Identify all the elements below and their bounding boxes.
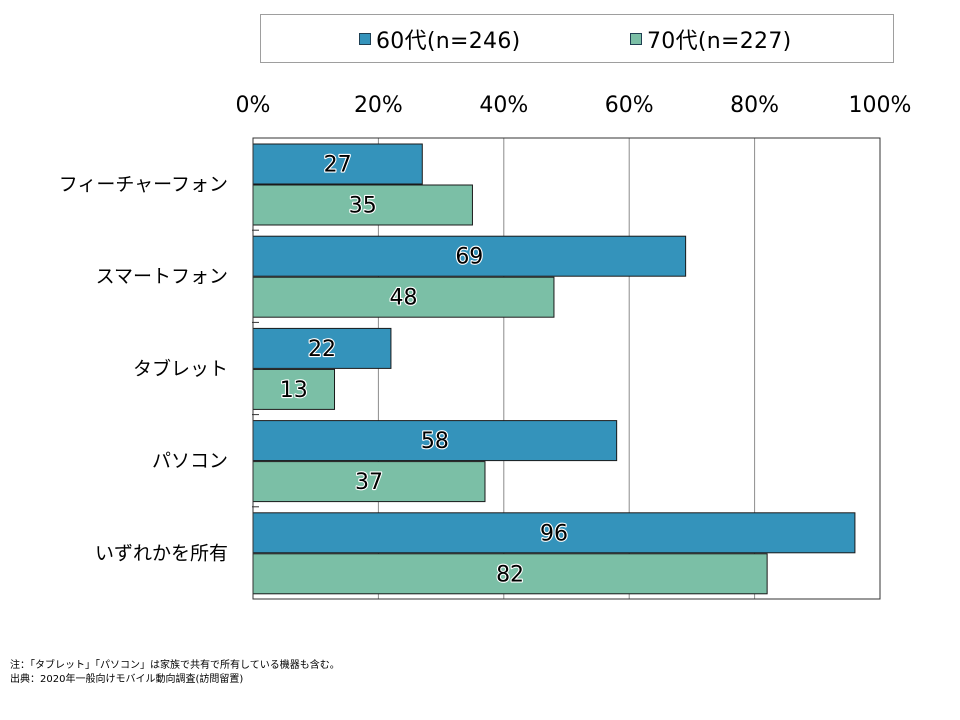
bar bbox=[252, 420, 618, 462]
footnotes: 注：「タブレット」「パソコン」は家族で共有で所有している機器も含む。 出典：20… bbox=[10, 659, 340, 687]
bar bbox=[252, 512, 856, 554]
bar-value-label: 48 bbox=[389, 286, 417, 311]
category-label: フィーチャーフォン bbox=[59, 174, 228, 196]
bar-value-label: 58 bbox=[421, 429, 449, 454]
x-tick-label: 80% bbox=[730, 93, 779, 118]
bar bbox=[252, 553, 768, 595]
bar bbox=[252, 235, 687, 277]
legend-label-70s: 70代(n=227) bbox=[647, 28, 792, 54]
footnote-note: 注：「タブレット」「パソコン」は家族で共有で所有している機器も含む。 bbox=[10, 660, 340, 671]
bar bbox=[252, 143, 423, 185]
legend-item-60s: 60代(n=246) bbox=[359, 15, 521, 62]
x-tick-label: 0% bbox=[236, 93, 271, 118]
bar-value-label: 35 bbox=[349, 194, 377, 219]
x-tick-label: 40% bbox=[479, 93, 528, 118]
bar bbox=[252, 184, 473, 226]
bar-value-label: 13 bbox=[280, 378, 308, 403]
category-label: スマートフォン bbox=[96, 266, 228, 288]
category-label: タブレット bbox=[133, 357, 228, 380]
bar-value-label: 37 bbox=[355, 470, 383, 495]
footnote-source: 出典：2020年一般向けモバイル動向調査(訪問留置) bbox=[10, 674, 244, 685]
plot-frame bbox=[252, 137, 881, 600]
x-tick-label: 20% bbox=[354, 93, 403, 118]
x-tick-label: 60% bbox=[605, 93, 654, 118]
legend-label-60s: 60代(n=246) bbox=[376, 28, 521, 54]
chart-legend: 60代(n=246) 70代(n=227) bbox=[260, 14, 894, 63]
bar-value-label: 69 bbox=[455, 245, 483, 270]
category-label: パソコン bbox=[152, 450, 228, 472]
bar-value-label: 22 bbox=[308, 337, 336, 362]
legend-swatch-70s bbox=[630, 32, 642, 45]
bar-value-label: 82 bbox=[496, 562, 524, 587]
bar-value-label: 96 bbox=[540, 521, 568, 546]
legend-item-70s: 70代(n=227) bbox=[630, 15, 792, 62]
bar-value-label: 27 bbox=[324, 153, 352, 178]
bar bbox=[252, 461, 486, 503]
x-tick-label: 100% bbox=[849, 93, 912, 118]
category-label: いずれかを所有 bbox=[95, 542, 228, 564]
legend-swatch-60s bbox=[359, 32, 371, 45]
